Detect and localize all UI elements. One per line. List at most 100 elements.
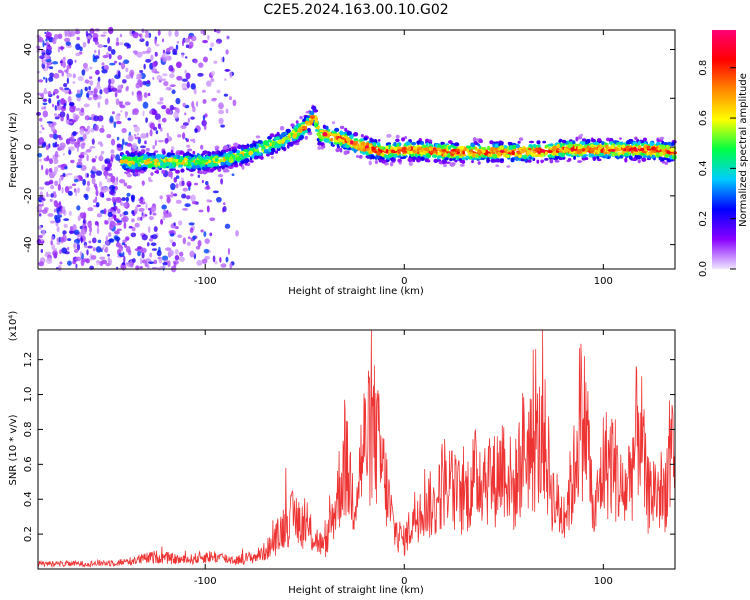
spectrogram-cell bbox=[409, 150, 413, 155]
spectrogram-cell bbox=[145, 50, 151, 54]
spectrogram-cell bbox=[642, 155, 648, 158]
spectrogram-cell bbox=[90, 128, 95, 133]
spectrogram-cell bbox=[36, 35, 41, 39]
spectrogram-cell bbox=[136, 204, 141, 208]
spectrogram-cell bbox=[157, 123, 162, 130]
spectrogram-cell bbox=[452, 145, 457, 149]
spectrogram-cell bbox=[157, 30, 161, 36]
spectrogram-cell bbox=[304, 125, 308, 131]
spectrogram-cell bbox=[210, 42, 215, 48]
y-tick-label: -40 bbox=[23, 236, 34, 252]
spectrogram-cell bbox=[243, 149, 249, 153]
spectrogram-cell bbox=[74, 114, 80, 120]
spectrogram-cell bbox=[85, 148, 91, 153]
spectrogram-cell bbox=[216, 89, 221, 94]
spectrogram-cell bbox=[130, 232, 137, 238]
spectrogram-cell bbox=[200, 229, 204, 233]
spectrogram-cell bbox=[115, 114, 121, 121]
spectrogram-cell bbox=[196, 101, 199, 107]
spectrogram-cell bbox=[270, 147, 276, 153]
spectrogram-cell bbox=[170, 182, 176, 191]
spectrogram-cell bbox=[190, 116, 195, 120]
spectrogram-cell bbox=[649, 141, 655, 146]
spectrogram-cell bbox=[186, 241, 191, 246]
spectrogram-cell bbox=[495, 164, 500, 167]
spectrogram-cell bbox=[608, 141, 613, 145]
spectrogram-cell bbox=[305, 111, 310, 114]
spectrogram-cell bbox=[368, 160, 372, 166]
spectrogram-cell bbox=[80, 236, 83, 244]
spectrogram-cell bbox=[114, 236, 121, 241]
spectrogram-cell bbox=[87, 39, 90, 44]
spectrogram-cell bbox=[161, 204, 167, 210]
spectrogram-cell bbox=[124, 244, 128, 248]
spectrogram-cell bbox=[567, 153, 572, 157]
spectrogram-cell bbox=[225, 256, 229, 263]
spectrogram-cell bbox=[650, 146, 657, 151]
spectrogram-cell bbox=[635, 155, 641, 160]
spectrogram-ylabel: Frequency (Hz) bbox=[8, 112, 19, 188]
spectrogram-cell bbox=[191, 165, 197, 170]
spectrogram-cell bbox=[430, 146, 433, 151]
spectrogram-cell bbox=[597, 144, 600, 148]
spectrogram-cell bbox=[220, 161, 224, 166]
spectrogram-cell bbox=[105, 240, 110, 245]
spectrogram-cell bbox=[190, 83, 196, 90]
spectrogram-cell bbox=[76, 36, 80, 41]
spectrogram-cell bbox=[577, 160, 583, 163]
spectrogram-cell bbox=[181, 180, 185, 187]
spectrogram-cell bbox=[233, 142, 239, 147]
spectrogram-cell bbox=[80, 107, 85, 113]
spectrogram-cell bbox=[195, 245, 201, 250]
spectrogram-cell bbox=[388, 153, 392, 159]
spectrogram-cell bbox=[222, 168, 229, 173]
spectrogram-cell bbox=[58, 211, 62, 216]
spectrogram-cell bbox=[96, 227, 100, 234]
spectrogram-cell bbox=[443, 163, 447, 168]
spectrogram-cell bbox=[584, 144, 588, 148]
spectrogram-cell bbox=[103, 87, 110, 93]
spectrogram-cell bbox=[75, 43, 81, 51]
spectrogram-cell bbox=[52, 250, 58, 257]
spectrogram-cell bbox=[173, 222, 176, 227]
spectrogram-cell bbox=[92, 199, 97, 204]
snr-ylabel: SNR (10 * v/v) bbox=[8, 414, 19, 485]
spectrogram-cell bbox=[470, 143, 476, 147]
spectrogram-cell bbox=[99, 89, 103, 95]
spectrogram-cell bbox=[592, 156, 597, 162]
spectrogram-cell bbox=[48, 179, 54, 185]
spectrogram-cell bbox=[423, 147, 429, 151]
spectrogram-cell bbox=[407, 146, 412, 151]
spectrogram-cell bbox=[85, 92, 90, 98]
spectrogram-cell bbox=[85, 30, 89, 37]
spectrogram-cell bbox=[39, 55, 45, 60]
spectrogram-cell bbox=[596, 149, 600, 154]
spectrogram-cell bbox=[461, 159, 466, 164]
spectrogram-cell bbox=[165, 47, 171, 54]
spectrogram-cell bbox=[299, 115, 303, 120]
spectrogram-cell bbox=[421, 144, 427, 149]
spectrogram-cell bbox=[192, 235, 197, 240]
spectrogram-cell bbox=[637, 158, 641, 164]
spectrogram-cell bbox=[132, 31, 139, 39]
spectrogram-cell bbox=[154, 161, 158, 166]
spectrogram-cell bbox=[213, 60, 218, 64]
spectrogram-cell bbox=[157, 118, 161, 123]
spectrogram-cell bbox=[563, 148, 569, 153]
spectrogram-cell bbox=[393, 141, 397, 147]
spectrogram-cell bbox=[599, 152, 604, 157]
spectrogram-cell bbox=[226, 35, 229, 40]
y-tick-label: 1.0 bbox=[23, 387, 34, 403]
spectrogram-cell bbox=[116, 208, 121, 214]
spectrogram-cell bbox=[107, 45, 112, 52]
spectrogram-cell bbox=[180, 125, 187, 130]
spectrogram-cell bbox=[150, 242, 157, 247]
spectrogram-cell bbox=[459, 163, 465, 167]
spectrogram-cell bbox=[657, 146, 661, 151]
spectrogram-cell bbox=[223, 93, 229, 97]
spectrogram-cell bbox=[475, 153, 479, 159]
spectrogram-cell bbox=[586, 145, 590, 150]
spectrogram-cell bbox=[84, 86, 88, 92]
spectrogram-cell bbox=[527, 159, 532, 163]
spectrogram-cell bbox=[240, 147, 244, 151]
